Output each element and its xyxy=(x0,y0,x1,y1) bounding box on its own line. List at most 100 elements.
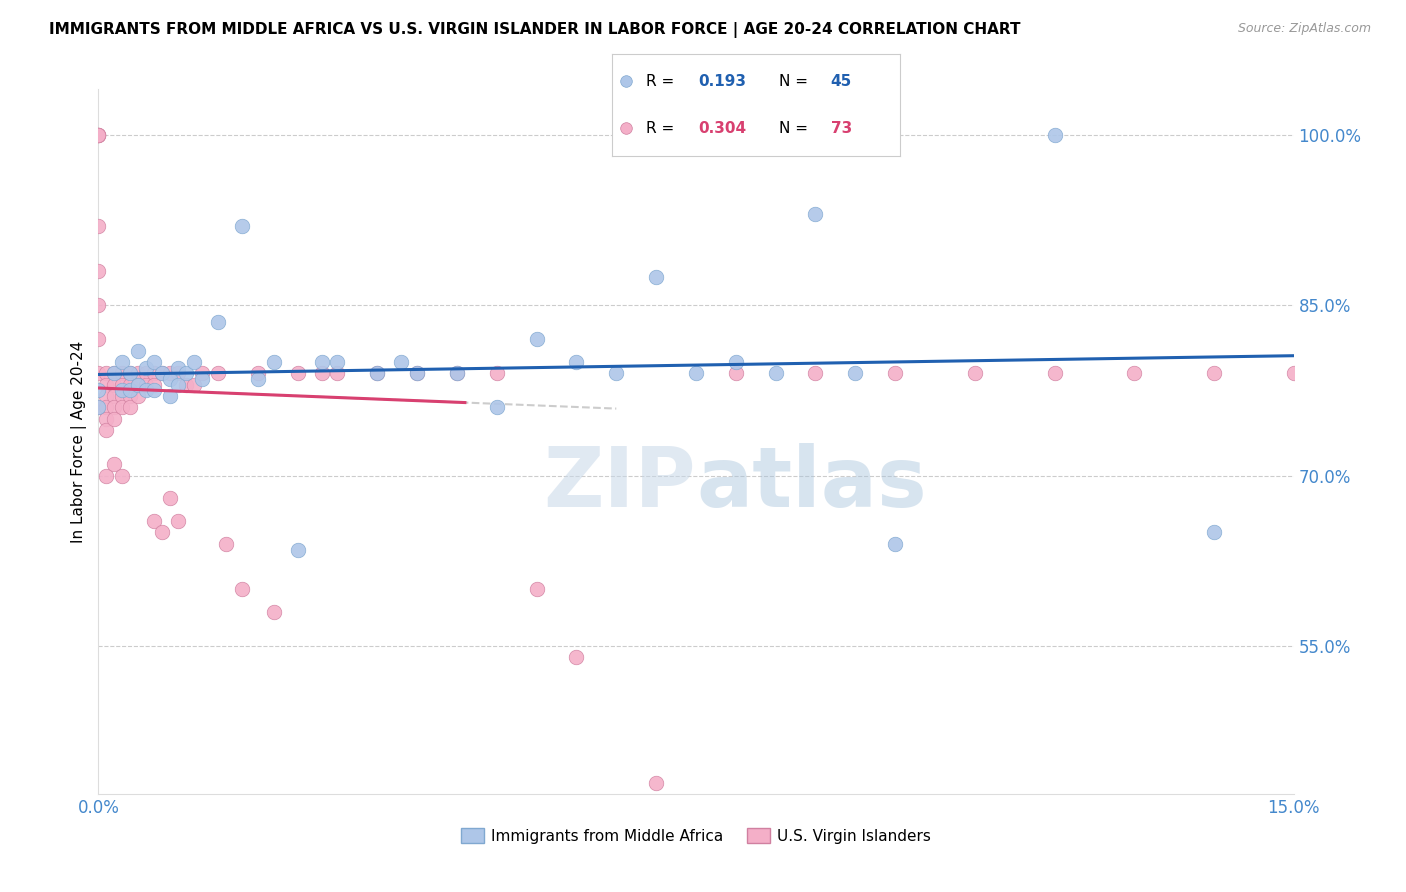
Point xyxy=(150,367,173,381)
Point xyxy=(183,377,205,392)
Point xyxy=(135,360,157,375)
Point xyxy=(287,367,309,381)
Point xyxy=(87,332,110,346)
Point xyxy=(135,384,157,398)
Point xyxy=(215,537,238,551)
Point xyxy=(111,389,134,403)
Point xyxy=(103,389,125,403)
Point xyxy=(103,457,125,471)
Text: N =: N = xyxy=(779,74,808,88)
Point xyxy=(103,367,125,381)
Point xyxy=(96,389,118,403)
Text: N =: N = xyxy=(779,121,808,136)
Point xyxy=(645,775,668,789)
Point xyxy=(103,412,125,426)
Point xyxy=(103,401,125,415)
Text: 0.193: 0.193 xyxy=(699,74,747,88)
Point xyxy=(685,367,707,381)
Text: 73: 73 xyxy=(831,121,852,136)
Point xyxy=(246,367,269,381)
Point xyxy=(135,377,157,392)
Point xyxy=(191,372,214,386)
Point xyxy=(406,367,429,381)
Point xyxy=(1322,367,1344,381)
Point xyxy=(614,121,637,136)
Point xyxy=(167,367,190,381)
Point xyxy=(804,207,827,221)
Text: Source: ZipAtlas.com: Source: ZipAtlas.com xyxy=(1237,22,1371,36)
Point xyxy=(87,401,110,415)
Point xyxy=(326,355,349,369)
Point xyxy=(406,367,429,381)
Point xyxy=(150,525,173,540)
Point xyxy=(143,384,166,398)
Point xyxy=(565,650,588,665)
Point xyxy=(724,355,747,369)
Point xyxy=(526,582,548,597)
Point xyxy=(231,582,253,597)
Point xyxy=(485,367,508,381)
Point xyxy=(111,355,134,369)
Point xyxy=(143,514,166,528)
Point xyxy=(96,377,118,392)
Point xyxy=(87,367,110,381)
Point xyxy=(159,389,181,403)
Point xyxy=(287,542,309,557)
Point xyxy=(111,377,134,392)
Point xyxy=(191,367,214,381)
Text: R =: R = xyxy=(647,74,675,88)
Point xyxy=(120,377,142,392)
Point xyxy=(96,401,118,415)
Point xyxy=(111,401,134,415)
Point xyxy=(120,384,142,398)
Point xyxy=(1202,367,1225,381)
Point xyxy=(366,367,388,381)
Point xyxy=(765,367,787,381)
Point xyxy=(120,401,142,415)
Point xyxy=(963,367,986,381)
Point xyxy=(159,491,181,506)
Point xyxy=(150,367,173,381)
Point xyxy=(311,355,333,369)
Legend: Immigrants from Middle Africa, U.S. Virgin Islanders: Immigrants from Middle Africa, U.S. Virg… xyxy=(454,822,938,850)
Point xyxy=(167,377,190,392)
Point xyxy=(87,401,110,415)
Point xyxy=(263,605,285,619)
Point xyxy=(804,367,827,381)
Text: IMMIGRANTS FROM MIDDLE AFRICA VS U.S. VIRGIN ISLANDER IN LABOR FORCE | AGE 20-24: IMMIGRANTS FROM MIDDLE AFRICA VS U.S. VI… xyxy=(49,22,1021,38)
Point xyxy=(87,264,110,278)
Point xyxy=(87,128,110,142)
Point xyxy=(87,128,110,142)
Point xyxy=(111,468,134,483)
Point xyxy=(645,269,668,284)
Point xyxy=(1043,367,1066,381)
Point xyxy=(724,367,747,381)
Point xyxy=(103,377,125,392)
Text: 0.304: 0.304 xyxy=(699,121,747,136)
Point xyxy=(605,367,627,381)
Point xyxy=(183,355,205,369)
Point xyxy=(1282,367,1305,381)
Point xyxy=(446,367,468,381)
Point xyxy=(143,355,166,369)
Point xyxy=(96,468,118,483)
Point xyxy=(96,423,118,437)
Point xyxy=(143,377,166,392)
Point xyxy=(96,367,118,381)
Point xyxy=(1043,128,1066,142)
Point xyxy=(311,367,333,381)
Text: R =: R = xyxy=(647,121,675,136)
Point xyxy=(446,367,468,381)
Point xyxy=(159,367,181,381)
Point xyxy=(87,128,110,142)
Point xyxy=(246,372,269,386)
Point xyxy=(326,367,349,381)
Point xyxy=(174,377,197,392)
Point xyxy=(389,355,412,369)
Point xyxy=(231,219,253,233)
Text: atlas: atlas xyxy=(696,443,927,524)
Point xyxy=(207,315,229,329)
Point xyxy=(565,355,588,369)
Text: 45: 45 xyxy=(831,74,852,88)
Point xyxy=(127,377,149,392)
